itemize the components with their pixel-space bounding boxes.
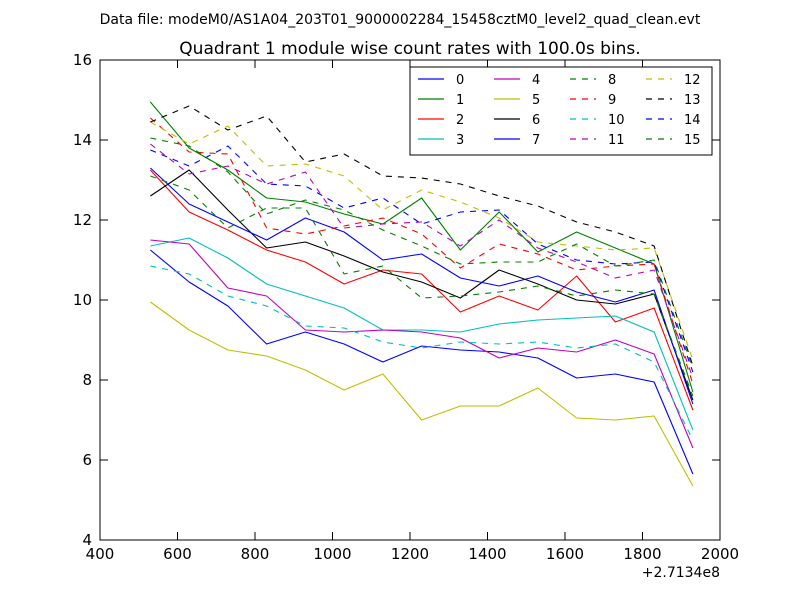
- legend-label: 4: [532, 73, 540, 88]
- legend-label: 3: [456, 133, 464, 148]
- x-tick-label: 400: [86, 545, 115, 563]
- data-file-header: Data file: modeM0/AS1A04_203T01_90000022…: [100, 12, 701, 28]
- series-line-10: [150, 265, 694, 441]
- legend-label: 9: [608, 93, 616, 108]
- x-tick-label: 800: [241, 545, 270, 563]
- series-line-1: [149, 101, 694, 393]
- chart-title: Quadrant 1 module wise count rates with …: [179, 39, 640, 59]
- y-tick-label: 14: [73, 131, 92, 149]
- series-lines: [149, 101, 694, 487]
- series-line-2: [149, 169, 694, 411]
- legend-label: 11: [608, 133, 625, 148]
- axis-ticks: 400 600 800 1000 1200 1400 1600 1800 20004681012…: [73, 51, 739, 563]
- x-tick-label: 600: [163, 545, 192, 563]
- legend-label: 12: [684, 73, 701, 88]
- series-line-11: [150, 143, 694, 379]
- legend-label: 13: [684, 93, 701, 108]
- series-line-8: [150, 175, 694, 397]
- series-line-4: [150, 239, 694, 449]
- legend-label: 5: [532, 93, 540, 108]
- x-tick-label: 2000: [701, 545, 739, 563]
- plot-frame: [99, 59, 721, 541]
- x-offset-label: +2.7134e8: [642, 565, 720, 581]
- series-line-13: [150, 105, 694, 367]
- y-tick-label: 8: [82, 371, 92, 389]
- legend-label: 10: [608, 113, 625, 128]
- legend-label: 1: [456, 93, 464, 108]
- series-line-5: [150, 301, 694, 487]
- y-tick-label: 12: [73, 211, 92, 229]
- legend-label: 14: [684, 113, 701, 128]
- legend-label: 8: [608, 73, 616, 88]
- series-line-3: [150, 237, 694, 431]
- x-tick-label: 1400: [468, 545, 506, 563]
- legend-label: 6: [532, 113, 540, 128]
- series-line-0: [150, 249, 694, 475]
- y-tick-label: 10: [73, 291, 92, 309]
- x-tick-label: 1600: [546, 545, 584, 563]
- series-line-14: [150, 145, 694, 373]
- y-tick-label: 6: [82, 451, 92, 469]
- x-tick-label: 1800: [623, 545, 661, 563]
- series-line-12: [150, 121, 694, 361]
- y-tick-label: 4: [82, 531, 92, 549]
- x-tick-label: 1200: [391, 545, 429, 563]
- legend-label: 2: [456, 113, 464, 128]
- legend-box: [409, 66, 713, 156]
- series-line-7: [150, 167, 694, 405]
- y-tick-label: 16: [73, 51, 92, 69]
- x-tick-label: 1000: [313, 545, 351, 563]
- series-line-6: [150, 169, 694, 401]
- legend-label: 7: [532, 133, 540, 148]
- legend-label: 15: [684, 133, 701, 148]
- legend-label: 0: [456, 73, 464, 88]
